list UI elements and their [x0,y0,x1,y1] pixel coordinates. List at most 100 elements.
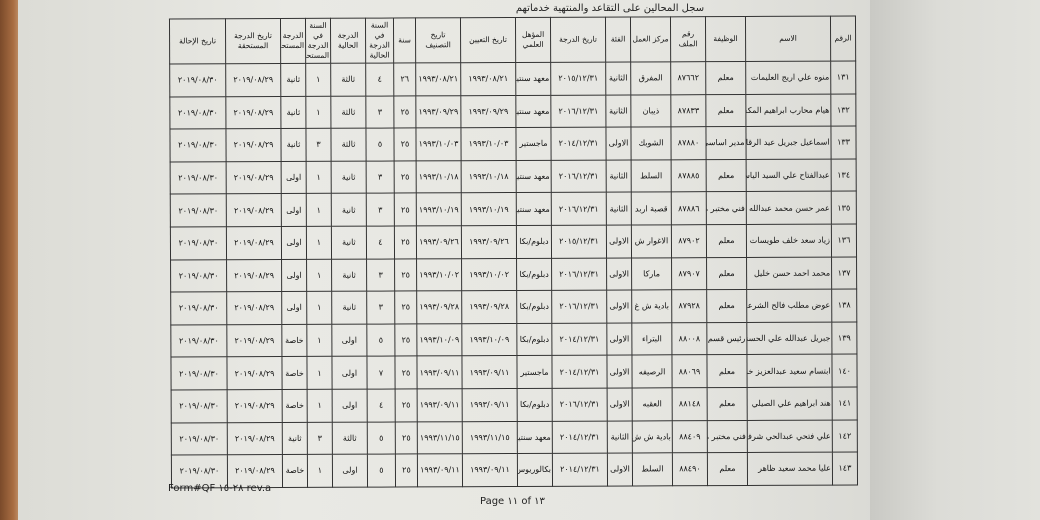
table-cell: الثانية [606,192,632,226]
table-cell: خاصة [282,454,308,488]
table-cell: معلم [706,257,747,290]
column-header: الوظيفة [705,16,746,62]
table-cell: ٢٥ [394,356,418,389]
table-cell: ١٩٩٣/١٠/٠٣ [460,127,517,161]
table-row: ١٣٢ هيام محارب ابراهيم المكحل معلم ٨٧٨٣٣ ذيب… [169,93,856,130]
table-cell: اسماعيل جبريل عيد الرقايعه [745,126,832,160]
table-cell: خاصة [282,389,308,423]
table-cell: معهد سنتين [516,192,552,226]
table-cell: ثانية [280,63,306,97]
table-cell: الثانية [607,420,633,454]
table-cell: دبلوم/بكا [516,323,552,356]
table-cell: ١٩٩٣/١١/١٥ [417,421,463,455]
document-title: سجل المحالين على التقاعد والمنتهية خدمات… [515,3,705,14]
table-cell: ٢٠١٤/١٢/٣١ [552,453,608,487]
column-header: تاريخ الإحالة [169,18,226,64]
next-page-curl [870,0,1040,520]
table-cell: ١ [305,95,331,129]
table-cell: ١ [306,193,332,227]
table-cell: ٢٠١٩/٠٨/٣٠ [170,161,227,195]
column-header: تاريخ التصنيف [415,17,461,63]
table-cell: ٨٧٨٨٦ [671,192,707,225]
table-cell: اولى [281,226,307,260]
table-cell: الثانية [605,94,631,128]
table-row: ١٣٨ عوض مطلب فالح الشرعه معلم ٨٧٩٢٨ بادية ش … [170,289,857,325]
table-cell: الاولى [606,322,632,356]
table-cell: عوض مطلب فالح الشرعه [746,289,832,323]
column-header: الاسم [745,16,831,62]
table-cell: ١٩٩٣/١٠/١٨ [416,160,462,194]
table-cell: ٨٨٠٠٨ [671,322,707,356]
table-cell: ٥ [366,323,395,357]
table-cell: ٢٥ [394,193,417,226]
table-cell: ٢٠١٦/١٢/٣١ [551,192,607,226]
table-cell: ١٩٩٣/٠٩/٢٨ [416,290,462,324]
table-cell: ٢٠١٩/٠٨/٢٩ [226,324,282,358]
table-cell: ٢٥ [394,225,417,259]
table-cell: ٥ [365,128,395,161]
retirees-table: الرقم الاسم الوظيفة رقم الملف مركز العمل الفئ… [169,16,858,489]
table-cell: الاولى [607,453,633,486]
column-header: السنة في الدرجة المستحق [305,18,331,64]
table-row: ١٣٧ محمد احمد حسن خليل معلم ٨٧٩٠٧ ماركا الاول… [170,256,857,293]
table-cell: ٢٠١٩/٠٨/٢٩ [225,96,281,129]
table-cell: ١٩٩٣/١٠/١٨ [461,160,517,194]
table-cell: معلم [707,452,748,486]
table-cell: ٢٠١٩/٠٨/٢٩ [226,291,282,325]
table-cell: ١٩٩٣/٠٩/٢٩ [415,95,461,129]
table-row: ١٣٤ عبدالفتاح علي السيد الياسين معلم ٨٧٨٨٥ ا… [170,158,857,195]
table-cell: فني مختبر مدرسة [707,420,748,453]
table-cell: معلم [705,61,746,95]
table-cell: ثانية [331,291,367,325]
table-cell: ٢٠١٩/٠٨/٢٩ [226,259,282,292]
table-cell: محمد احمد حسن خليل [746,256,832,290]
table-cell: ١٩٩٣/٠٩/١١ [461,355,518,389]
table-cell: معلم [706,224,747,258]
table-cell: ٨٧٨٨٠ [670,126,707,160]
table-cell: بادية ش ش [632,420,673,454]
table-cell: ٢٥ [394,258,417,292]
table-cell: ١٩٩٣/٠٩/١١ [417,453,463,487]
table-cell: ٢٠١٩/٠٨/٣٠ [170,357,228,390]
table-cell: ١٩٩٣/١٠/١٩ [461,192,517,226]
table-cell: ١٩٩٣/٠٩/١١ [417,388,463,422]
table-cell: ١٩٩٣/٠٨/٢١ [415,62,461,96]
table-cell: ١٩٩٣/٠٩/١١ [416,356,463,389]
table-cell: معهد سنتين [516,160,552,193]
table-cell: ٢٥ [395,454,418,487]
table-cell: ١٩٩٣/٠٨/٢١ [460,62,516,96]
table-cell: ١٩٩٣/٠٩/٢٦ [416,225,462,259]
table-cell: عمر حسن محمد عبدالله [746,191,832,225]
table-cell: ١٩٩٣/١٠/٠٣ [415,127,462,161]
table-cell: الثانية [605,61,631,95]
table-cell: ٨٧٩٠٢ [671,224,707,258]
table-cell: ثالثة [330,128,367,162]
table-cell: ١٩٩٣/١٠/٠٢ [461,258,517,291]
table-cell: ١٣٩ [831,321,857,355]
column-header: المؤهل العلمي [515,17,551,63]
table-cell: اولى [332,389,368,422]
table-cell: ٢٠١٩/٠٨/٣٠ [170,259,227,293]
table-cell: الاولى [606,224,632,258]
table-cell: الاولى [606,290,632,323]
table-cell: ٢٥ [393,95,416,129]
table-cell: ٢٥ [394,160,417,194]
table-cell: اولى [331,356,368,390]
table-cell: ٣ [366,291,395,324]
table-cell: ثالثة [332,421,368,455]
table-cell: ١٩٩٣/٠٩/٢٦ [461,225,517,259]
table-cell: ١٤٢ [832,419,858,453]
table-cell: ٣ [366,193,395,227]
table-cell: ٢٠١٩/٠٨/٣٠ [169,63,226,97]
table-cell: عبدالفتاح علي السيد الياسين [746,158,832,192]
table-row: ١٣١ منوه علي اريج العليمات معلم ٨٧٦٦٢ المفرق… [169,61,856,97]
table-cell: ثانية [280,95,306,129]
table-cell: ٢٠١٦/١٢/٣١ [550,94,606,128]
table-cell: ٢٠١٩/٠٨/٣٠ [170,194,227,227]
table-cell: ١ [306,356,333,390]
table-cell: ١٣٥ [831,191,857,225]
table-cell: اولى [281,291,307,325]
table-cell: ١٩٩٣/١٠/٠٢ [416,258,462,292]
table-cell: ٢٠١٤/١٢/٣١ [551,355,608,389]
table-cell: ٢٠١٩/٠٨/٢٩ [226,193,282,227]
